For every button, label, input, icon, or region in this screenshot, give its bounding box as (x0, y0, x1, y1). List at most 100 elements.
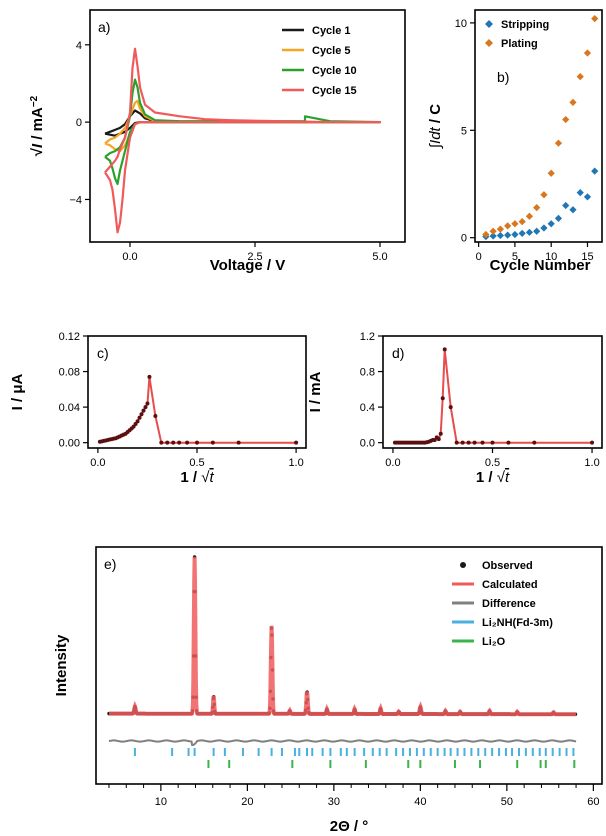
data-point (590, 440, 595, 445)
data-point (442, 347, 447, 352)
legend-label: Li₂NH(Fd-3m) (482, 617, 553, 629)
legend-label: Cycle 1 (312, 25, 351, 37)
data-point-stripping (504, 231, 512, 239)
data-point (147, 374, 152, 379)
panel-label: e) (104, 556, 116, 572)
data-point (466, 440, 471, 445)
y-tick-label: 4 (76, 40, 82, 52)
legend-marker (485, 20, 493, 28)
x-tick-label: 1.0 (584, 457, 599, 469)
data-point-stripping (569, 206, 577, 214)
data-point (436, 437, 441, 442)
data-point (236, 440, 241, 445)
y-tick-label: 0 (461, 233, 467, 245)
data-point-plating (547, 169, 555, 177)
series-line-cycle-4 (104, 47, 382, 234)
data-point-plating (496, 225, 504, 233)
legend-label: Cycle 10 (312, 65, 357, 77)
x-tick-label: 20 (241, 796, 253, 808)
legend-label: Stripping (501, 19, 549, 31)
data-point-stripping (583, 193, 592, 201)
x-tick-label: 1.0 (288, 457, 303, 469)
data-point-plating (525, 212, 534, 220)
data-point (195, 440, 199, 445)
data-point (472, 440, 477, 445)
y-tick-label: 5 (461, 125, 467, 137)
x-tick-label: 0.0 (122, 251, 137, 263)
data-point-stripping (496, 231, 504, 240)
data-point-plating (511, 220, 519, 228)
data-point (490, 440, 495, 445)
data-point (145, 401, 150, 406)
x-tick-label: 10 (545, 251, 557, 263)
data-point (480, 440, 485, 445)
y-tick-label: 0.12 (59, 331, 80, 343)
legend-label: Observed (482, 560, 533, 572)
data-point-plating (533, 204, 541, 212)
data-point (165, 440, 170, 445)
y-tick-label: 0 (76, 117, 82, 129)
x-tick-label: 10 (155, 796, 167, 808)
x-tick-label: 50 (501, 796, 513, 808)
y-axis-label: √I / mA−2 (29, 95, 47, 156)
data-point-plating (482, 230, 490, 239)
data-point-plating (591, 14, 599, 23)
legend-label: Cycle 15 (312, 85, 357, 97)
panel-label: b) (497, 69, 509, 85)
data-point (448, 405, 453, 410)
data-point (294, 440, 299, 445)
x-tick-label: 15 (581, 251, 593, 263)
legend-marker (460, 562, 466, 568)
data-point (137, 415, 142, 420)
y-tick-label: 10 (455, 18, 467, 30)
x-tick-label: 30 (328, 796, 340, 808)
panel-label: a) (98, 19, 110, 35)
series-line (394, 348, 592, 444)
y-tick-label: 0.0 (360, 438, 375, 450)
plot-frame-e (95, 546, 603, 785)
panel-label: d) (392, 345, 404, 361)
data-point-plating (540, 191, 548, 199)
panel-label: c) (97, 345, 109, 361)
data-point-stripping (547, 220, 555, 228)
y-axis-label: I / mA (307, 371, 324, 412)
data-point (460, 440, 465, 445)
data-point (185, 440, 190, 445)
legend-label: Li₂O (482, 636, 506, 648)
data-point (139, 412, 144, 417)
data-point-stripping (533, 227, 541, 235)
data-point (506, 440, 511, 445)
x-tick-label: 0.0 (385, 457, 400, 469)
data-point (153, 414, 158, 418)
x-axis-label: 2Θ / ° (330, 818, 369, 835)
data-point-plating (518, 217, 526, 226)
data-point (532, 440, 537, 445)
data-point-stripping (511, 230, 519, 239)
data-point-plating (562, 115, 570, 124)
y-tick-label: −4 (69, 194, 82, 206)
data-point-plating (489, 227, 497, 235)
x-tick-label: 60 (587, 796, 599, 808)
data-point (454, 440, 459, 445)
data-point (135, 419, 140, 424)
plot-frame-d (382, 335, 603, 449)
data-point-stripping (554, 214, 563, 222)
data-point (438, 431, 443, 436)
y-axis-label: Intensity (53, 634, 70, 696)
x-tick-label: 0.5 (189, 457, 204, 469)
legend-marker (485, 39, 493, 47)
y-tick-label: 0.00 (59, 438, 80, 450)
y-axis-label: I / μA (9, 373, 26, 410)
legend-label: Plating (501, 38, 538, 50)
data-point (143, 405, 148, 410)
y-tick-label: 0.4 (360, 402, 375, 414)
x-axis-label: 1 / √t (476, 469, 510, 486)
plot-frame-b (474, 9, 603, 243)
legend-label: Difference (482, 598, 536, 610)
y-axis-label: ∫Idt / C (427, 104, 444, 149)
data-point-stripping (540, 224, 548, 232)
data-point (210, 440, 215, 445)
x-tick-label: 0.0 (90, 457, 105, 469)
data-point (159, 440, 164, 445)
data-point-plating (504, 222, 512, 230)
